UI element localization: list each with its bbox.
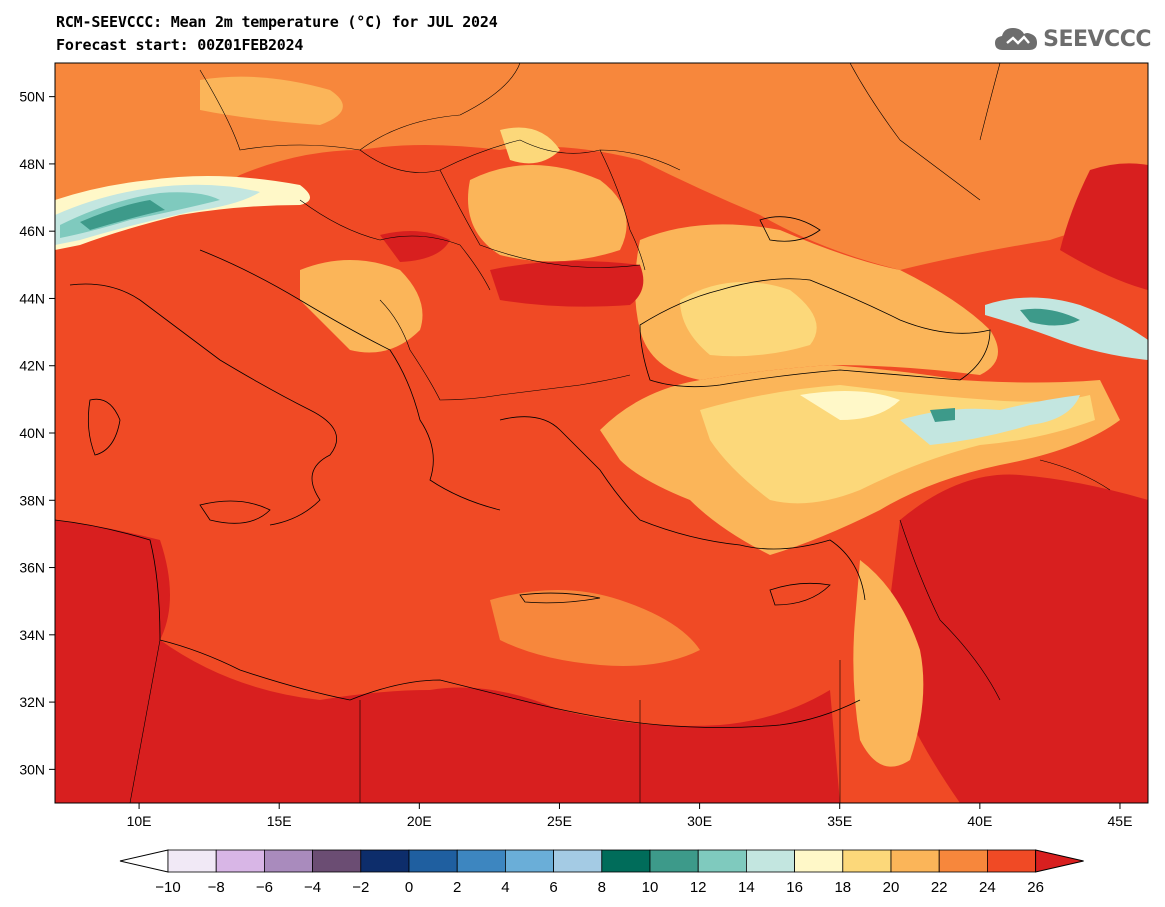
colorbar-high-extension bbox=[1035, 849, 1084, 873]
colorbar-label: 10 bbox=[642, 879, 659, 896]
lon-tick-label: 10E bbox=[127, 813, 152, 829]
lon-tick-label: 40E bbox=[967, 813, 992, 829]
colorbar-segment bbox=[167, 849, 217, 873]
forecast-start-subtitle: Forecast start: 00Z01FEB2024 bbox=[56, 36, 304, 54]
colorbar-segment bbox=[312, 849, 362, 873]
colorbar-low-extension bbox=[119, 849, 169, 873]
latitude-axis: 30N 32N 34N 36N 38N 40N 42N 44N 46N 48N 50N bbox=[19, 89, 55, 777]
lat-tick-label: 50N bbox=[19, 89, 45, 105]
colorbar: −10 −8 −6 −4 −2 0 2 4 6 8 10 12 14 16 18 20 22 24 26 bbox=[119, 849, 1084, 896]
lat-tick-label: 48N bbox=[19, 156, 45, 172]
colorbar-segment bbox=[794, 849, 844, 873]
lat-tick-label: 44N bbox=[19, 290, 45, 306]
lon-tick-label: 25E bbox=[547, 813, 572, 829]
lat-tick-label: 36N bbox=[19, 560, 45, 576]
colorbar-label: 26 bbox=[1027, 879, 1044, 896]
logo-text: SEEVCCC bbox=[1043, 26, 1151, 52]
lat-tick-label: 46N bbox=[19, 223, 45, 239]
colorbar-label: 20 bbox=[883, 879, 900, 896]
colorbar-segment bbox=[890, 849, 940, 873]
lat-tick-label: 34N bbox=[19, 627, 45, 643]
lat-tick-label: 32N bbox=[19, 694, 45, 710]
seevccc-logo: SEEVCCC bbox=[993, 22, 1151, 56]
colorbar-segment bbox=[360, 849, 410, 873]
lon-tick-label: 45E bbox=[1108, 813, 1133, 829]
colorbar-segment bbox=[697, 849, 747, 873]
colorbar-segment bbox=[456, 849, 506, 873]
lat-tick-label: 42N bbox=[19, 358, 45, 374]
colorbar-segment bbox=[263, 849, 313, 873]
colorbar-segment bbox=[601, 849, 651, 873]
colorbar-label: −6 bbox=[256, 879, 273, 896]
colorbar-segment bbox=[649, 849, 699, 873]
lat-tick-label: 30N bbox=[19, 761, 45, 777]
colorbar-segment bbox=[938, 849, 988, 873]
colorbar-label: −10 bbox=[155, 879, 180, 896]
cloud-icon bbox=[995, 28, 1038, 50]
colorbar-label: 22 bbox=[931, 879, 948, 896]
colorbar-label: 8 bbox=[598, 879, 606, 896]
lon-tick-label: 20E bbox=[407, 813, 432, 829]
colorbar-label: 24 bbox=[979, 879, 996, 896]
temperature-field bbox=[55, 63, 1148, 803]
lon-tick-label: 35E bbox=[827, 813, 852, 829]
lat-tick-label: 38N bbox=[19, 492, 45, 508]
colorbar-label: 16 bbox=[786, 879, 803, 896]
colorbar-segment bbox=[553, 849, 603, 873]
lat-tick-label: 40N bbox=[19, 425, 45, 441]
colorbar-label: 4 bbox=[501, 879, 509, 896]
colorbar-label: −4 bbox=[304, 879, 321, 896]
colorbar-label: 6 bbox=[549, 879, 557, 896]
colorbar-label: −8 bbox=[208, 879, 225, 896]
colorbar-segment bbox=[987, 849, 1037, 873]
lon-tick-label: 30E bbox=[687, 813, 712, 829]
lon-tick-label: 15E bbox=[267, 813, 292, 829]
colorbar-segment bbox=[746, 849, 796, 873]
colorbar-segment bbox=[842, 849, 892, 873]
colorbar-label: −2 bbox=[352, 879, 369, 896]
coastlines bbox=[55, 216, 991, 728]
colorbar-label: 14 bbox=[738, 879, 755, 896]
colorbar-label: 12 bbox=[690, 879, 707, 896]
map-title: RCM-SEEVCCC: Mean 2m temperature (°C) fo… bbox=[56, 13, 498, 31]
colorbar-segment bbox=[504, 849, 554, 873]
colorbar-segment bbox=[215, 849, 265, 873]
country-borders bbox=[129, 63, 1111, 803]
colorbar-label: 0 bbox=[405, 879, 413, 896]
colorbar-label: 18 bbox=[834, 879, 851, 896]
colorbar-segment bbox=[408, 849, 458, 873]
colorbar-label: 2 bbox=[453, 879, 461, 896]
longitude-axis: 10E 15E 20E 25E 30E 35E 40E 45E bbox=[127, 803, 1133, 829]
